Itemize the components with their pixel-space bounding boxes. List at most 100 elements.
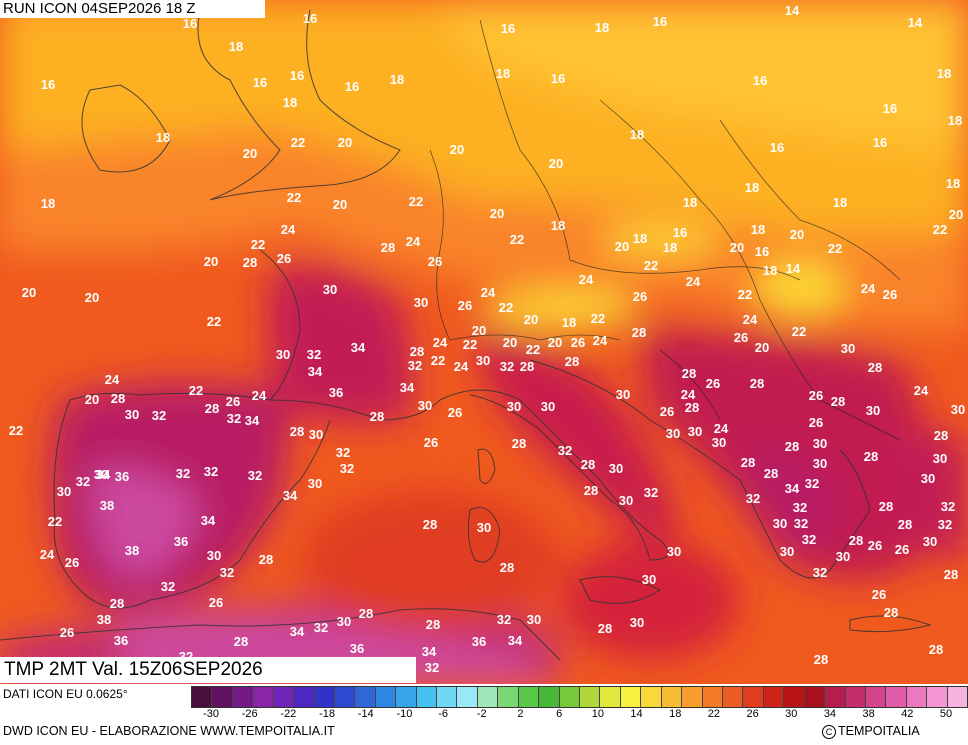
scale-swatch [784,687,805,707]
temperature-label: 22 [792,324,806,339]
scale-tick-label: -30 [203,708,219,720]
temperature-label: 38 [125,543,139,558]
temperature-label: 32 [314,620,328,635]
temperature-label: 36 [472,634,486,649]
temperature-label: 28 [814,652,828,667]
temperature-label: 18 [763,263,777,278]
temperature-label: 16 [303,11,317,26]
temperature-label: 20 [549,156,563,171]
temperature-label: 30 [619,493,633,508]
temperature-label: 32 [802,532,816,547]
temperature-label: 24 [714,421,729,436]
temperature-label: 20 [338,135,352,150]
temperature-label: 30 [323,282,337,297]
temperature-label: 30 [609,461,623,476]
temperature-label: 16 [873,135,887,150]
scale-tick-label: 26 [746,708,759,720]
temperature-label: 26 [872,587,886,602]
temperature-label: 26 [448,405,462,420]
temperature-label: 30 [527,612,541,627]
temperature-label: 20 [503,335,517,350]
sicily-coast [579,576,661,604]
temperature-label: 26 [571,335,585,350]
credit-label: DWD ICON EU - ELABORAZIONE WWW.TEMPOITAL… [3,724,335,738]
temperature-label: 16 [41,77,55,92]
temperature-label: 16 [551,71,565,86]
scale-tick-label: 18 [669,708,682,720]
scale-swatch [743,687,764,707]
temperature-label: 30 [125,407,139,422]
temperature-label: 18 [937,66,951,81]
temperature-label: 24 [861,281,876,296]
temperature-label: 32 [204,464,218,479]
scale-swatch [702,687,723,707]
scale-tick-label: 6 [556,708,563,720]
temperature-label: 18 [663,240,677,255]
temperature-label: 18 [41,196,55,211]
temperature-label: 20 [490,206,504,221]
temperature-label: 14 [786,261,801,276]
temperature-label: 28 [410,344,424,359]
temperature-label: 22 [9,423,23,438]
temperature-label: 34 [400,380,415,395]
scale-tick-label: -2 [476,708,487,720]
temperature-label: 26 [660,404,674,419]
temperature-label: 26 [209,595,223,610]
temperature-label: 30 [773,516,787,531]
temperature-label: 20 [450,142,464,157]
temperature-label: 30 [476,353,490,368]
temperature-label: 32 [161,579,175,594]
scale-swatch [580,687,601,707]
scale-swatch [273,687,295,707]
scale-swatch [518,687,540,707]
temperature-label: 30 [414,295,428,310]
temperature-label: 30 [712,435,726,450]
scale-swatch [396,687,417,707]
temperature-label: 32 [558,443,572,458]
temperature-label: 18 [229,39,243,54]
temperature-label: 34 [96,467,111,482]
temperature-label: 18 [683,195,697,210]
temperature-label: 26 [633,289,647,304]
temperature-label: 18 [551,218,565,233]
temperature-label: 18 [156,130,170,145]
temperature-label: 24 [914,383,929,398]
temperature-label: 20 [204,254,218,269]
scale-swatch [355,687,376,707]
temperature-label: 36 [115,469,129,484]
temperature-label: 38 [97,612,111,627]
temperature-label: 30 [866,403,880,418]
scale-tick-label: -14 [357,708,374,720]
scale-tick-label: 38 [862,708,875,720]
temperature-label: 28 [381,240,395,255]
temperature-label: 26 [868,538,882,553]
temperature-label: 20 [524,312,538,327]
temperature-label: 28 [934,428,948,443]
temperature-label: 18 [595,20,609,35]
temperature-label: 36 [174,534,188,549]
temperature-label: 32 [227,411,241,426]
temperature-label: 16 [501,21,515,36]
temperature-label: 36 [350,641,364,656]
temperature-label: 26 [428,254,442,269]
temperature-label: 34 [422,644,437,659]
temperature-label: 32 [425,660,439,675]
temperature-label: 32 [813,565,827,580]
temperature-label: 16 [253,75,267,90]
temperature-label: 20 [22,285,36,300]
temperature-label: 30 [57,484,71,499]
temperature-label: 18 [633,231,647,246]
scale-swatch [539,687,560,707]
temperature-label: 30 [94,467,108,482]
temperature-label: 24 [593,333,608,348]
temperature-label: 16 [345,79,359,94]
temperature-label: 16 [755,244,769,259]
temperature-label: 28 [584,483,598,498]
borders [429,19,901,441]
temperature-label: 28 [849,533,863,548]
temperature-label: 32 [941,499,955,514]
temperature-label: 26 [65,555,79,570]
temperature-label: 20 [472,323,486,338]
temperature-label: 18 [833,195,847,210]
